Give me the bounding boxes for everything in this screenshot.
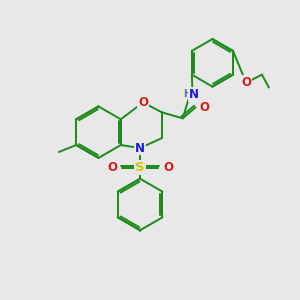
Text: S: S <box>135 161 145 174</box>
Text: H: H <box>184 88 192 98</box>
Text: O: O <box>241 76 251 89</box>
Text: O: O <box>138 96 148 109</box>
Text: N: N <box>135 142 145 154</box>
Text: O: O <box>163 161 173 174</box>
Text: O: O <box>107 161 117 174</box>
Text: O: O <box>241 76 251 89</box>
Text: N: N <box>189 88 199 101</box>
Text: O: O <box>107 161 117 174</box>
Text: N: N <box>189 88 199 101</box>
Text: H: H <box>184 88 192 98</box>
Text: O: O <box>200 101 209 114</box>
Text: N: N <box>135 142 145 154</box>
Text: S: S <box>135 161 145 174</box>
Text: O: O <box>138 96 148 109</box>
Text: O: O <box>163 161 173 174</box>
Text: O: O <box>200 101 209 114</box>
